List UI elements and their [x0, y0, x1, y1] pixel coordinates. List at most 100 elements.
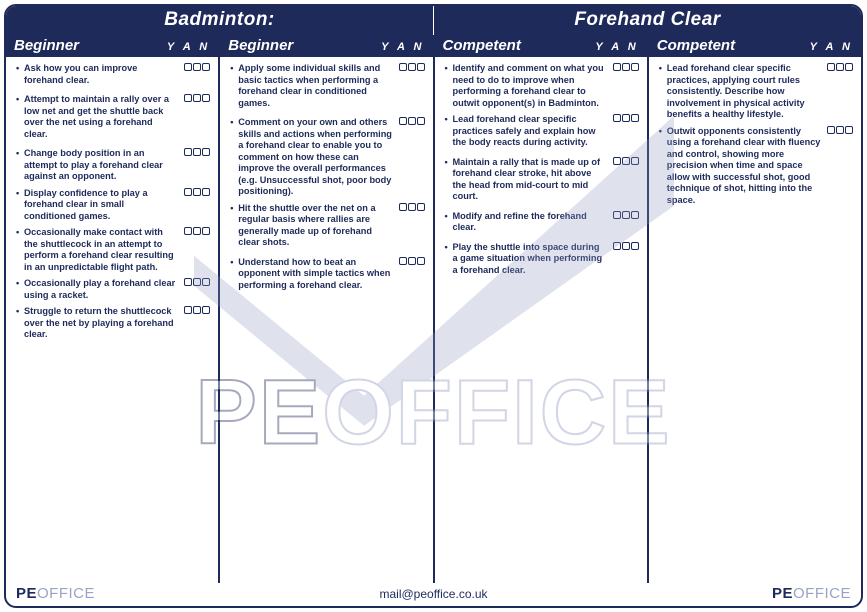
footer-logo-left: PEOFFICE	[16, 585, 95, 602]
yan-checkboxes[interactable]	[399, 203, 425, 211]
column-1-body: Ask how you can improve forehand clear.A…	[6, 57, 218, 583]
footer-email: mail@peoffice.co.uk	[379, 587, 487, 601]
checkbox[interactable]	[613, 63, 621, 71]
checkbox[interactable]	[417, 63, 425, 71]
column-3-body: Identify and comment on what you need to…	[435, 57, 647, 583]
list-item: Attempt to maintain a rally over a low n…	[16, 94, 214, 140]
checkbox[interactable]	[202, 227, 210, 235]
checkbox[interactable]	[631, 242, 639, 250]
checkbox[interactable]	[399, 117, 407, 125]
column-1-header: Beginner Y A N	[6, 35, 218, 57]
checkbox[interactable]	[184, 148, 192, 156]
checkbox[interactable]	[399, 203, 407, 211]
checkbox[interactable]	[184, 227, 192, 235]
yan-checkboxes[interactable]	[399, 63, 425, 71]
yan-checkboxes[interactable]	[184, 227, 210, 235]
checkbox[interactable]	[836, 63, 844, 71]
yan-label: Y A N	[381, 41, 424, 53]
yan-checkboxes[interactable]	[613, 114, 639, 122]
checkbox[interactable]	[184, 306, 192, 314]
checkbox[interactable]	[845, 126, 853, 134]
checkbox[interactable]	[408, 63, 416, 71]
column-1-title: Beginner	[14, 37, 79, 54]
yan-checkboxes[interactable]	[827, 63, 853, 71]
checkbox[interactable]	[622, 63, 630, 71]
checkbox[interactable]	[193, 94, 201, 102]
item-text: Identify and comment on what you need to…	[453, 63, 604, 108]
checkbox[interactable]	[613, 242, 621, 250]
checkbox[interactable]	[417, 203, 425, 211]
column-4-header: Competent Y A N	[649, 35, 861, 57]
checkbox[interactable]	[613, 157, 621, 165]
yan-checkboxes[interactable]	[184, 148, 210, 156]
checkbox[interactable]	[193, 188, 201, 196]
yan-checkboxes[interactable]	[613, 242, 639, 250]
checkbox[interactable]	[408, 203, 416, 211]
checkbox[interactable]	[631, 114, 639, 122]
list-item: Change body position in an attempt to pl…	[16, 148, 214, 183]
yan-checkboxes[interactable]	[184, 63, 210, 71]
checkbox[interactable]	[613, 211, 621, 219]
checkbox[interactable]	[202, 148, 210, 156]
yan-checkboxes[interactable]	[613, 63, 639, 71]
checkbox[interactable]	[827, 126, 835, 134]
checkbox[interactable]	[193, 148, 201, 156]
yan-checkboxes[interactable]	[399, 117, 425, 125]
checkbox[interactable]	[184, 188, 192, 196]
checkbox[interactable]	[417, 257, 425, 265]
yan-checkboxes[interactable]	[613, 157, 639, 165]
column-2-title: Beginner	[228, 37, 293, 54]
checkbox[interactable]	[836, 126, 844, 134]
column-4-body: Lead forehand clear specific practices, …	[649, 57, 861, 583]
checkbox[interactable]	[193, 278, 201, 286]
logo-pe: PE	[16, 585, 37, 602]
header-right: Forehand Clear	[434, 6, 861, 35]
checkbox[interactable]	[193, 63, 201, 71]
yan-checkboxes[interactable]	[827, 126, 853, 134]
column-2-header: Beginner Y A N	[220, 35, 432, 57]
column-2: Beginner Y A N Apply some individual ski…	[220, 35, 434, 583]
checkbox[interactable]	[631, 157, 639, 165]
checkbox[interactable]	[622, 157, 630, 165]
item-text: Hit the shuttle over the net on a regula…	[238, 203, 375, 248]
list-item: Maintain a rally that is made up of fore…	[445, 157, 643, 203]
checkbox[interactable]	[399, 257, 407, 265]
checkbox[interactable]	[184, 63, 192, 71]
yan-checkboxes[interactable]	[184, 278, 210, 286]
list-item: Struggle to return the shuttlecock over …	[16, 306, 214, 341]
list-item: Outwit opponents consistently using a fo…	[659, 126, 857, 207]
yan-checkboxes[interactable]	[399, 257, 425, 265]
checkbox[interactable]	[202, 188, 210, 196]
column-1-list: Ask how you can improve forehand clear.A…	[16, 63, 214, 341]
checkbox[interactable]	[631, 63, 639, 71]
checkbox[interactable]	[827, 63, 835, 71]
checkbox[interactable]	[399, 63, 407, 71]
checkbox[interactable]	[408, 257, 416, 265]
checkbox[interactable]	[613, 114, 621, 122]
column-3-header: Competent Y A N	[435, 35, 647, 57]
yan-checkboxes[interactable]	[184, 188, 210, 196]
checkbox[interactable]	[184, 278, 192, 286]
checkbox[interactable]	[184, 94, 192, 102]
item-text: Maintain a rally that is made up of fore…	[453, 157, 601, 202]
checkbox[interactable]	[408, 117, 416, 125]
assessment-card: Badminton: Forehand Clear PEOFFICE Begin…	[4, 4, 863, 608]
item-text: Apply some individual skills and basic t…	[238, 63, 380, 108]
list-item: Play the shuttle into space during a gam…	[445, 242, 643, 277]
checkbox[interactable]	[193, 227, 201, 235]
checkbox[interactable]	[622, 211, 630, 219]
yan-checkboxes[interactable]	[184, 306, 210, 314]
checkbox[interactable]	[622, 242, 630, 250]
checkbox[interactable]	[193, 306, 201, 314]
checkbox[interactable]	[631, 211, 639, 219]
yan-checkboxes[interactable]	[184, 94, 210, 102]
checkbox[interactable]	[622, 114, 630, 122]
yan-checkboxes[interactable]	[613, 211, 639, 219]
checkbox[interactable]	[202, 278, 210, 286]
checkbox[interactable]	[202, 306, 210, 314]
checkbox[interactable]	[202, 63, 210, 71]
checkbox[interactable]	[845, 63, 853, 71]
column-1: Beginner Y A N Ask how you can improve f…	[6, 35, 220, 583]
checkbox[interactable]	[417, 117, 425, 125]
checkbox[interactable]	[202, 94, 210, 102]
